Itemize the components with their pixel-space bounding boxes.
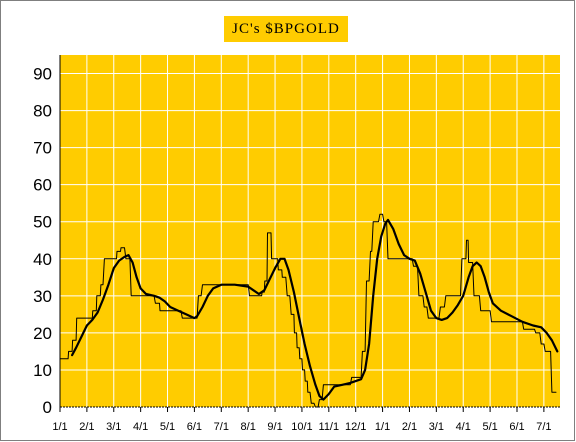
- y-tick-label: 20: [33, 324, 52, 343]
- x-tick-label: 3/1: [429, 421, 444, 433]
- x-tick-label: 7/1: [536, 421, 551, 433]
- x-tick-label: 5/1: [482, 421, 497, 433]
- x-tick-label: 6/1: [187, 421, 202, 433]
- x-tick-label: 3/1: [106, 421, 121, 433]
- y-tick-label: 90: [33, 65, 52, 84]
- x-tick-label: 2/1: [402, 421, 417, 433]
- x-tick-label: 6/1: [509, 421, 524, 433]
- x-tick-label: 12/1: [345, 421, 366, 433]
- y-tick-label: 60: [33, 176, 52, 195]
- x-tick-label: 1/1: [52, 421, 67, 433]
- x-tick-label: 9/1: [267, 421, 282, 433]
- x-tick-label: 4/1: [456, 421, 471, 433]
- x-tick-label: 11/1: [319, 421, 340, 433]
- y-tick-label: 30: [33, 287, 52, 306]
- y-tick-label: 0: [43, 398, 52, 417]
- y-tick-label: 80: [33, 102, 52, 121]
- x-tick-label: 10/1: [291, 421, 312, 433]
- x-tick-label: 5/1: [160, 421, 175, 433]
- x-tick-label: 8/1: [241, 421, 256, 433]
- chart-title: JC's $BPGOLD: [224, 16, 348, 42]
- y-tick-label: 10: [33, 361, 52, 380]
- series-line-smoothed: [71, 218, 559, 401]
- x-tick-label: 7/1: [214, 421, 229, 433]
- x-tick-label: 1/1: [375, 421, 390, 433]
- y-tick-label: 40: [33, 250, 52, 269]
- series-line-step: [59, 213, 557, 408]
- x-tick-label: 4/1: [133, 421, 148, 433]
- x-tick-label: 2/1: [79, 421, 94, 433]
- y-tick-label: 50: [33, 213, 52, 232]
- y-tick-label: 70: [33, 139, 52, 158]
- plot-area: [60, 55, 560, 407]
